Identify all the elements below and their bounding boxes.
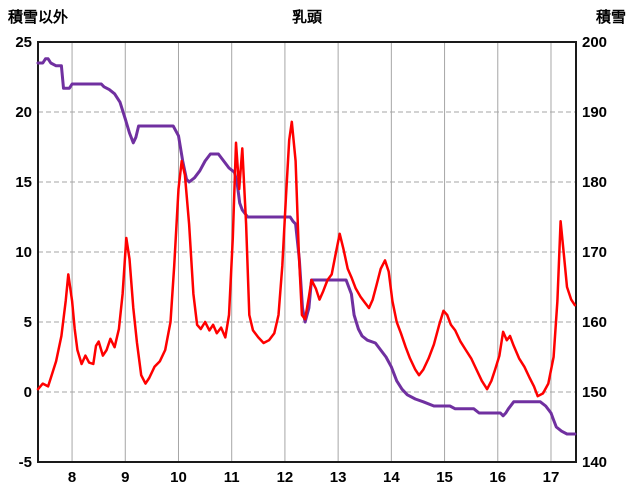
left-axis-tick-label: 20 (15, 104, 32, 121)
right-axis-tick-label: 150 (582, 384, 607, 401)
right-axis-tick-label: 170 (582, 244, 607, 261)
left-axis-tick-label: 25 (15, 34, 32, 51)
temperature-line (36, 120, 577, 398)
x-axis-tick-label: 12 (277, 469, 294, 486)
left-axis-title: 積雪以外 (8, 9, 69, 26)
right-axis-title: 積雪 (595, 9, 626, 26)
left-axis-tick-label: -5 (19, 454, 32, 471)
right-axis-tick-label: 200 (582, 34, 607, 51)
x-axis-tick-label: 11 (224, 469, 240, 486)
x-axis-tick-label: 10 (170, 469, 187, 486)
left-axis-tick-label: 5 (24, 314, 32, 331)
right-axis-tick-label: 160 (582, 314, 607, 331)
left-axis-tick-label: 10 (15, 244, 32, 261)
right-axis-tick-label: 190 (582, 104, 607, 121)
x-axis-tick-label: 13 (330, 469, 347, 486)
x-axis-tick-label: 17 (543, 469, 560, 486)
left-axis-tick-label: 15 (15, 174, 32, 191)
x-axis-tick-label: 15 (436, 469, 453, 486)
left-axis-tick-label: 0 (24, 384, 32, 401)
snow-depth-line (36, 57, 577, 436)
chart-title: 乳頭 (291, 9, 323, 26)
x-axis-tick-label: 8 (68, 469, 76, 486)
right-axis-tick-label: 180 (582, 174, 607, 191)
x-axis-tick-label: 14 (383, 469, 400, 486)
x-axis-tick-label: 16 (489, 469, 506, 486)
x-axis-tick-label: 9 (121, 469, 129, 486)
right-axis-tick-label: 140 (582, 454, 607, 471)
